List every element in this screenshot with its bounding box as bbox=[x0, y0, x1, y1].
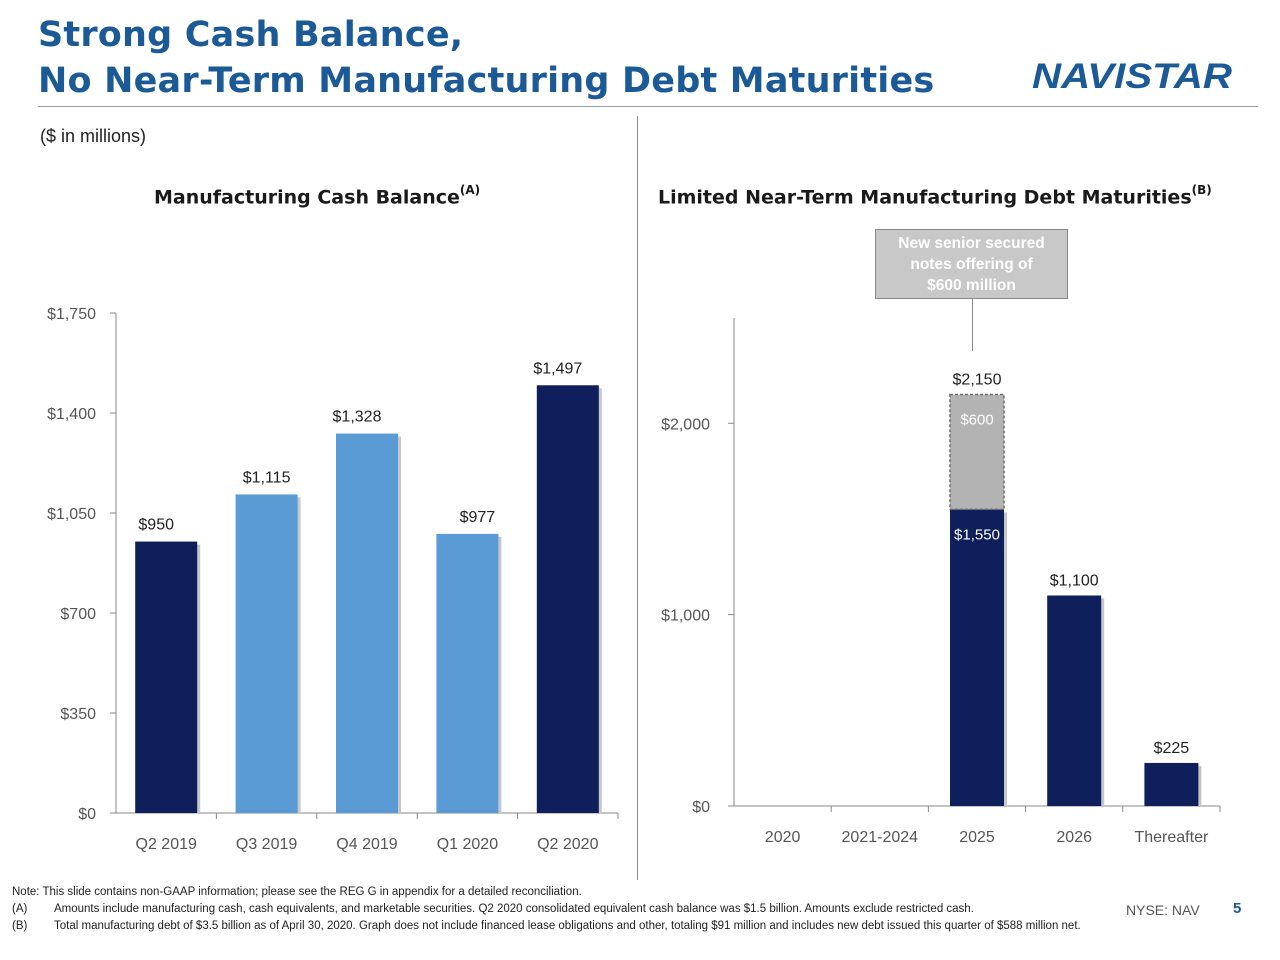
navistar-logo-mark: NAVISTAR bbox=[1032, 57, 1233, 96]
right-x-tick-label: 2026 bbox=[1056, 829, 1092, 846]
units-label: ($ in millions) bbox=[40, 126, 147, 146]
left-bar bbox=[235, 494, 298, 813]
right-bar-total-label: $1,100 bbox=[1050, 572, 1099, 589]
callout-line-1: New senior secured bbox=[898, 235, 1045, 252]
left-y-tick-label: $700 bbox=[60, 606, 96, 623]
left-bar-value-label: $977 bbox=[460, 509, 496, 526]
footnote-note: Note: This slide contains non-GAAP infor… bbox=[12, 886, 582, 898]
header-divider bbox=[38, 106, 1258, 107]
left-y-tick-label: $1,400 bbox=[47, 406, 96, 423]
stock-ticker: NYSE: NAV bbox=[1126, 902, 1200, 918]
right-chart-title-text: Limited Near-Term Manufacturing Debt Mat… bbox=[658, 186, 1192, 209]
footnote-a-key: (A) bbox=[12, 903, 28, 915]
left-x-tick-label: Q2 2019 bbox=[136, 836, 197, 853]
center-divider bbox=[637, 116, 638, 880]
left-chart-title-text: Manufacturing Cash Balance bbox=[154, 186, 460, 209]
right-bar-segment-debt bbox=[1047, 595, 1102, 806]
footnote-a: (A) Amounts include manufacturing cash, … bbox=[12, 901, 1122, 918]
right-segment-label: $600 bbox=[960, 412, 993, 429]
right-chart-title: Limited Near-Term Manufacturing Debt Mat… bbox=[658, 183, 1212, 209]
left-bar bbox=[336, 433, 398, 813]
right-y-tick-label: $1,000 bbox=[661, 608, 710, 625]
left-x-tick-label: Q4 2019 bbox=[336, 836, 397, 853]
right-bar-segment-debt bbox=[1144, 762, 1199, 806]
left-x-tick-label: Q1 2020 bbox=[437, 836, 498, 853]
footnote-a-text: Amounts include manufacturing cash, cash… bbox=[54, 903, 974, 915]
senior-notes-callout: New senior secured notes offering of $60… bbox=[875, 229, 1068, 299]
right-x-tick-label: 2021-2024 bbox=[842, 829, 919, 846]
title-line-1: Strong Cash Balance, bbox=[38, 15, 464, 55]
left-y-tick-label: $350 bbox=[60, 706, 96, 723]
left-bar-value-label: $1,115 bbox=[243, 469, 291, 486]
callout-connector bbox=[972, 299, 973, 351]
right-chart-title-note: (B) bbox=[1191, 183, 1212, 197]
right-bar-segment-new-notes bbox=[949, 393, 1005, 511]
footnote-b: (B) Total manufacturing debt of $3.5 bil… bbox=[12, 918, 1122, 935]
left-bar bbox=[135, 541, 198, 813]
left-bar bbox=[436, 533, 499, 813]
callout-line-3: $600 million bbox=[927, 277, 1016, 294]
svg-text:NAVISTAR: NAVISTAR bbox=[1032, 57, 1233, 92]
left-bar bbox=[536, 385, 599, 813]
right-bar-segment-debt bbox=[950, 509, 1004, 806]
right-y-tick-label: $0 bbox=[692, 799, 710, 816]
right-segment-label: $1,550 bbox=[954, 526, 1000, 543]
page-title: Strong Cash Balance, No Near-Term Manufa… bbox=[38, 12, 934, 104]
right-y-tick-label: $2,000 bbox=[661, 416, 710, 433]
left-bar-value-label: $1,497 bbox=[533, 360, 582, 377]
left-chart-title: Manufacturing Cash Balance(A) bbox=[154, 183, 481, 209]
footnote-b-key: (B) bbox=[12, 920, 28, 932]
navistar-logo: NAVISTAR bbox=[1030, 56, 1240, 97]
left-x-tick-label: Q3 2019 bbox=[236, 836, 297, 853]
left-x-tick-label: Q2 2020 bbox=[537, 836, 598, 853]
right-bar-total-label: $225 bbox=[1154, 740, 1190, 757]
left-bar-value-label: $1,328 bbox=[333, 409, 382, 426]
right-x-tick-label: Thereafter bbox=[1134, 829, 1208, 846]
footnotes: Note: This slide contains non-GAAP infor… bbox=[12, 884, 1122, 935]
left-chart-title-note: (A) bbox=[459, 183, 481, 197]
right-x-tick-label: 2020 bbox=[765, 829, 801, 846]
right-bar-total-label: $2,150 bbox=[953, 372, 1002, 389]
left-bar-value-label: $950 bbox=[138, 517, 174, 534]
left-y-tick-label: $1,750 bbox=[47, 306, 96, 323]
callout-line-2: notes offering of bbox=[910, 256, 1033, 273]
right-x-tick-label: 2025 bbox=[959, 829, 995, 846]
left-y-tick-label: $0 bbox=[78, 806, 96, 823]
page-number: 5 bbox=[1233, 900, 1242, 917]
footnote-b-text: Total manufacturing debt of $3.5 billion… bbox=[54, 920, 1081, 932]
left-y-tick-label: $1,050 bbox=[47, 506, 96, 523]
title-line-2: No Near-Term Manufacturing Debt Maturiti… bbox=[38, 61, 935, 101]
